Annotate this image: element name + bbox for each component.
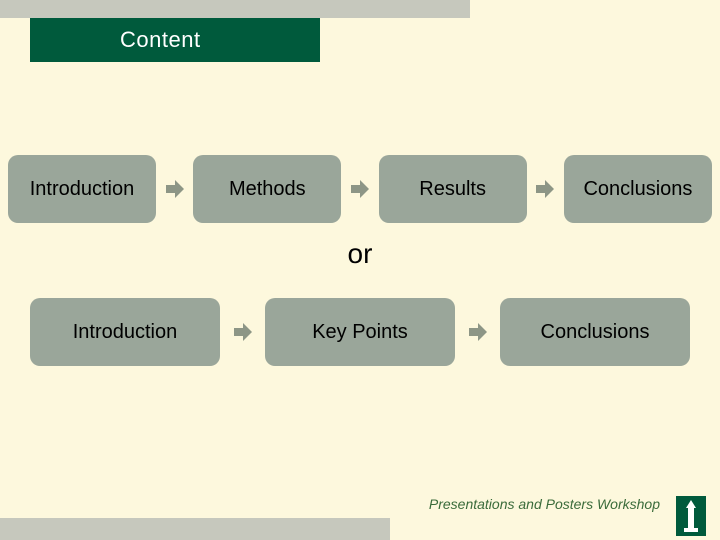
flow-node: Introduction <box>30 298 220 366</box>
or-label: or <box>0 238 720 270</box>
flow-node: Conclusions <box>500 298 690 366</box>
flow-node-label: Introduction <box>30 178 135 201</box>
flow-node: Results <box>379 155 527 223</box>
flow-node-label: Results <box>419 178 486 201</box>
flow-node-label: Methods <box>229 178 306 201</box>
flow-node-label: Introduction <box>73 321 178 344</box>
footer-text: Presentations and Posters Workshop <box>429 496 660 512</box>
flow-row-1: Introduction Methods Results Conclusions <box>0 155 720 223</box>
flow-node-label: Key Points <box>312 321 408 344</box>
arrow-icon <box>467 321 489 343</box>
logo-icon <box>672 492 710 540</box>
slide-background <box>0 0 720 540</box>
flow-node-label: Conclusions <box>583 178 692 201</box>
footer-bar <box>0 518 390 540</box>
flow-node-label: Conclusions <box>541 321 650 344</box>
flow-node: Introduction <box>8 155 156 223</box>
title-box: Content <box>30 18 320 62</box>
arrow-icon <box>164 178 186 200</box>
arrow-icon <box>534 178 556 200</box>
arrow-icon <box>349 178 371 200</box>
flow-node: Conclusions <box>564 155 712 223</box>
flow-node: Key Points <box>265 298 455 366</box>
flow-row-2: Introduction Key Points Conclusions <box>0 298 720 366</box>
arrow-icon <box>232 321 254 343</box>
flow-node: Methods <box>193 155 341 223</box>
top-bar <box>0 0 470 18</box>
title-text: Content <box>120 27 201 53</box>
